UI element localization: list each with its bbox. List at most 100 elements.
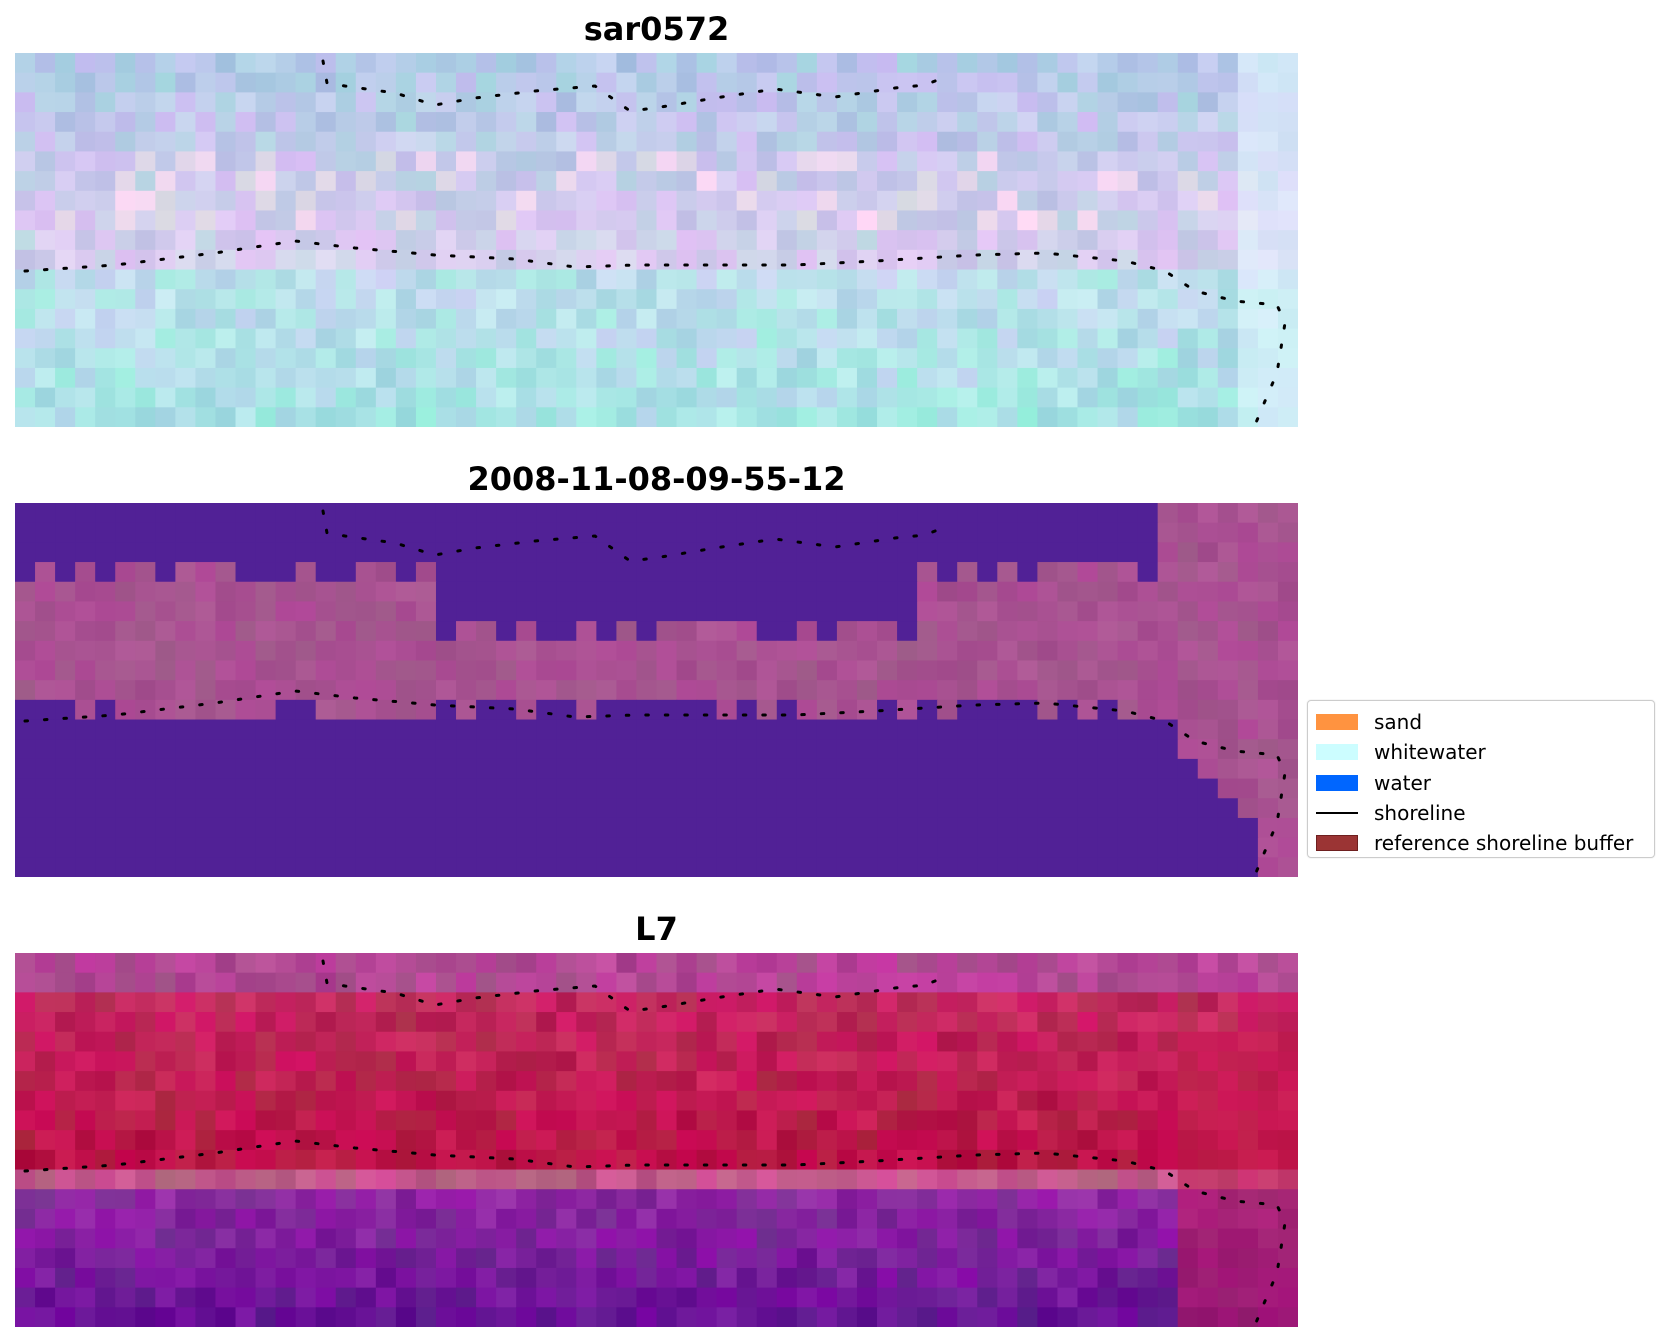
raster-pixel: [1037, 1189, 1059, 1210]
raster-pixel: [35, 1051, 56, 1072]
raster-pixel: [937, 1267, 958, 1289]
raster-pixel: [335, 699, 357, 721]
raster-pixel: [1197, 1208, 1219, 1230]
raster-pixel: [1157, 739, 1179, 760]
raster-pixel: [856, 1287, 878, 1308]
raster-pixel: [1017, 230, 1038, 251]
raster-pixel: [556, 367, 577, 389]
raster-pixel: [235, 289, 257, 310]
raster-pixel: [1017, 348, 1038, 369]
raster-pixel: [536, 1287, 557, 1308]
raster-pixel: [175, 1130, 197, 1151]
raster-pixel: [335, 522, 357, 543]
raster-pixel: [636, 348, 658, 369]
raster-pixel: [1077, 581, 1099, 603]
raster-pixel: [656, 503, 678, 524]
raster-pixel: [1197, 112, 1219, 133]
raster-pixel: [1157, 131, 1179, 153]
raster-pixel: [516, 699, 537, 721]
raster-pixel: [1137, 1248, 1159, 1269]
raster-pixel: [476, 112, 497, 133]
raster-pixel: [716, 758, 738, 780]
raster-pixel: [415, 953, 437, 974]
raster-pixel: [1077, 542, 1099, 563]
raster-pixel: [476, 621, 497, 642]
raster-pixel: [937, 1228, 958, 1249]
raster-pixel: [596, 953, 618, 974]
raster-pixel: [115, 680, 136, 701]
raster-pixel: [636, 1287, 658, 1308]
raster-pixel: [776, 739, 798, 760]
raster-pixel: [816, 1169, 838, 1190]
raster-pixel: [75, 407, 96, 427]
raster-pixel: [1077, 131, 1099, 153]
raster-pixel: [696, 1012, 718, 1033]
raster-pixel: [275, 230, 297, 251]
raster-pixel: [1277, 719, 1298, 740]
raster-pixel: [656, 269, 678, 290]
raster-pixel: [736, 387, 758, 408]
raster-pixel: [556, 210, 577, 231]
raster-pixel: [55, 308, 76, 330]
raster-pixel: [35, 562, 56, 583]
raster-pixel: [1277, 1248, 1298, 1269]
raster-pixel: [415, 1149, 437, 1171]
raster-pixel: [335, 640, 357, 662]
raster-pixel: [135, 1090, 156, 1112]
raster-pixel: [536, 699, 557, 721]
raster-pixel: [937, 249, 958, 271]
raster-pixel: [556, 660, 577, 681]
raster-pixel: [997, 190, 1018, 212]
raster-pixel: [1097, 53, 1119, 74]
raster-pixel: [1037, 131, 1059, 153]
raster-pixel: [195, 837, 217, 858]
raster-pixel: [456, 72, 477, 93]
raster-pixel: [155, 837, 176, 858]
raster-pixel: [295, 1228, 317, 1249]
raster-pixel: [977, 1208, 998, 1230]
raster-pixel: [355, 1090, 377, 1112]
raster-pixel: [215, 1130, 237, 1151]
raster-pixel: [937, 660, 958, 681]
raster-pixel: [596, 53, 618, 74]
raster-pixel: [536, 112, 557, 133]
raster-pixel: [877, 407, 898, 427]
raster-pixel: [877, 269, 898, 290]
raster-pixel: [656, 1208, 678, 1230]
raster-pixel: [456, 131, 477, 153]
raster-pixel: [897, 699, 918, 721]
raster-pixel: [1057, 699, 1079, 721]
raster-pixel: [516, 1110, 537, 1131]
raster-pixel: [1277, 1090, 1298, 1112]
raster-pixel: [836, 1090, 858, 1112]
raster-pixel: [957, 680, 978, 701]
raster-pixel: [456, 1110, 477, 1131]
raster-pixel: [576, 660, 597, 681]
raster-pixel: [917, 719, 938, 740]
raster-pixel: [175, 1267, 197, 1289]
raster-pixel: [736, 1071, 758, 1092]
raster-pixel: [55, 1189, 76, 1210]
raster-pixel: [476, 719, 497, 740]
raster-pixel: [856, 1071, 878, 1092]
raster-pixel: [55, 1307, 76, 1327]
raster-pixel: [816, 621, 838, 642]
raster-pixel: [656, 562, 678, 583]
raster-pixel: [215, 739, 237, 760]
raster-pixel: [456, 151, 477, 172]
raster-pixel: [676, 837, 698, 858]
raster-pixel: [135, 328, 156, 349]
raster-pixel: [1117, 660, 1139, 681]
raster-pixel: [195, 581, 217, 603]
raster-pixel: [516, 1090, 537, 1112]
raster-pixel: [35, 1071, 56, 1092]
raster-pixel: [1177, 112, 1199, 133]
raster-pixel: [1037, 857, 1059, 877]
raster-pixel: [1257, 1169, 1279, 1190]
raster-pixel: [756, 289, 778, 310]
raster-pixel: [335, 1307, 357, 1327]
raster-pixel: [516, 798, 537, 819]
raster-pixel: [395, 1287, 417, 1308]
raster-pixel: [395, 171, 417, 192]
raster-pixel: [1197, 230, 1219, 251]
